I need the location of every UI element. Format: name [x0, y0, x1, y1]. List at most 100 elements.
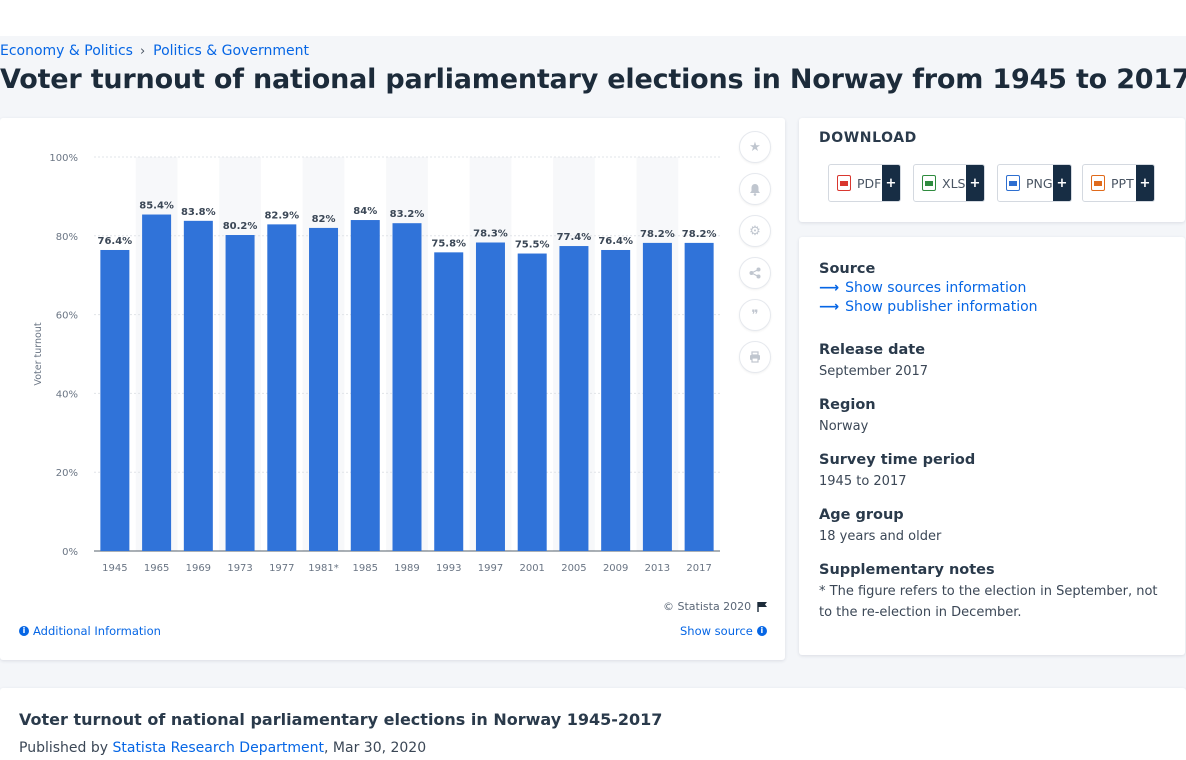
- data-label: 82%: [312, 214, 336, 225]
- gear-icon[interactable]: ⚙: [739, 215, 771, 247]
- download-card: DOWNLOAD PDF + XLS + PNG + PPT +: [799, 118, 1185, 222]
- y-axis-label: Voter turnout: [33, 322, 44, 385]
- published-by: Published by Statista Research Departmen…: [19, 740, 426, 756]
- x-tick-label: 1993: [436, 563, 461, 574]
- bar: [475, 242, 505, 552]
- supplementary-notes-value: * The figure refers to the election in S…: [819, 584, 1158, 620]
- download-ppt-button[interactable]: PPT +: [1082, 164, 1155, 202]
- breadcrumb-separator: ›: [139, 43, 146, 59]
- flag-icon[interactable]: [757, 601, 768, 612]
- bar: [350, 220, 380, 551]
- bar: [684, 242, 714, 551]
- show-sources-link[interactable]: ⟶ Show sources information: [819, 280, 1038, 296]
- survey-period-block: Survey time period 1945 to 2017: [819, 452, 975, 492]
- data-label: 80.2%: [223, 221, 258, 232]
- quote-icon[interactable]: ❞: [739, 299, 771, 331]
- png-file-icon: [1006, 175, 1020, 191]
- age-group-block: Age group 18 years and older: [819, 507, 941, 547]
- x-tick-label: 1977: [269, 563, 294, 574]
- published-date: , Mar 30, 2020: [324, 740, 427, 756]
- copyright-text: © Statista 2020: [663, 600, 752, 613]
- bar: [142, 214, 172, 552]
- release-date-value: September 2017: [819, 364, 929, 379]
- x-tick-label: 1985: [353, 563, 378, 574]
- show-source-link[interactable]: Show source i: [680, 624, 767, 638]
- download-pdf-plus[interactable]: +: [882, 165, 900, 201]
- region-value: Norway: [819, 419, 869, 434]
- copyright-notice: © Statista 2020: [663, 600, 768, 613]
- star-icon[interactable]: ★: [739, 131, 771, 163]
- x-tick-label: 1989: [394, 563, 419, 574]
- data-label: 78.2%: [682, 229, 717, 240]
- arrow-right-icon: ⟶: [819, 280, 840, 296]
- share-icon[interactable]: [739, 257, 771, 289]
- x-tick-label: 2017: [686, 563, 711, 574]
- bar: [225, 235, 255, 551]
- data-label: 82.9%: [264, 210, 299, 221]
- bar: [100, 249, 130, 551]
- y-tick-label: 80%: [56, 232, 78, 243]
- breadcrumb-politics-government[interactable]: Politics & Government: [153, 43, 309, 59]
- x-tick-label: 2001: [519, 563, 544, 574]
- ppt-file-icon: [1091, 175, 1105, 191]
- download-xls-plus[interactable]: +: [966, 165, 984, 201]
- bell-icon[interactable]: [739, 173, 771, 205]
- supplementary-notes-label: Supplementary notes: [819, 562, 995, 578]
- chart-tools: ★ ⚙ ❞: [739, 131, 771, 383]
- bar: [392, 223, 422, 551]
- x-tick-label: 1981*: [308, 563, 338, 574]
- top-bar: [0, 0, 1186, 36]
- bar: [434, 252, 464, 551]
- y-tick-label: 100%: [49, 153, 78, 164]
- download-ppt-plus[interactable]: +: [1136, 165, 1154, 201]
- info-icon: i: [756, 626, 767, 636]
- region-block: Region Norway: [819, 397, 876, 437]
- breadcrumb-economy-politics[interactable]: Economy & Politics: [0, 43, 133, 59]
- data-label: 85.4%: [139, 201, 174, 212]
- x-tick-label: 2009: [603, 563, 628, 574]
- breadcrumb: Economy & Politics › Politics & Governme…: [0, 43, 309, 59]
- show-publisher-link[interactable]: ⟶ Show publisher information: [819, 299, 1038, 315]
- age-group-value: 18 years and older: [819, 529, 942, 544]
- y-tick-label: 0%: [62, 547, 78, 558]
- bar: [517, 253, 547, 551]
- data-label: 83.8%: [181, 207, 216, 218]
- age-group-label: Age group: [819, 507, 904, 523]
- publisher-link[interactable]: Statista Research Department: [112, 740, 325, 756]
- download-png-button[interactable]: PNG +: [997, 164, 1072, 202]
- bar-chart: 0% 20% 40% 60% 80% 100% Voter turnout 76.4% 1945…: [33, 153, 720, 574]
- release-date-block: Release date September 2017: [819, 342, 928, 382]
- source-label: Source: [819, 261, 876, 277]
- show-source-label: Show source: [680, 624, 753, 638]
- download-pdf-button[interactable]: PDF +: [828, 164, 901, 202]
- x-tick-label: 1973: [227, 563, 252, 574]
- bar: [267, 224, 297, 551]
- additional-information-link[interactable]: i Additional Information: [19, 624, 161, 638]
- data-label: 76.4%: [98, 236, 133, 247]
- info-icon: i: [19, 626, 29, 636]
- x-tick-label: 1969: [186, 563, 211, 574]
- data-label: 78.2%: [640, 229, 675, 240]
- survey-period-label: Survey time period: [819, 452, 976, 468]
- data-label: 78.3%: [473, 228, 508, 239]
- y-tick-label: 20%: [56, 468, 78, 479]
- data-label: 76.4%: [598, 236, 633, 247]
- chart-card: 0% 20% 40% 60% 80% 100% Voter turnout 76.4% 1945…: [0, 118, 785, 660]
- survey-period-value: 1945 to 2017: [819, 474, 907, 489]
- region-label: Region: [819, 397, 876, 413]
- bar: [642, 242, 672, 551]
- data-label: 75.8%: [431, 238, 466, 249]
- download-png-plus[interactable]: +: [1053, 165, 1071, 201]
- data-label: 84%: [353, 206, 377, 217]
- download-pdf-label: PDF: [857, 175, 882, 191]
- download-ppt-label: PPT: [1111, 175, 1134, 191]
- x-tick-label: 1945: [102, 563, 127, 574]
- x-tick-label: 2013: [645, 563, 670, 574]
- bar: [309, 227, 339, 552]
- y-tick-label: 60%: [56, 311, 78, 322]
- y-tick-label: 40%: [56, 389, 78, 400]
- bar: [183, 220, 213, 551]
- download-xls-button[interactable]: XLS +: [913, 164, 985, 202]
- print-icon[interactable]: [739, 341, 771, 373]
- data-label: 83.2%: [390, 209, 425, 220]
